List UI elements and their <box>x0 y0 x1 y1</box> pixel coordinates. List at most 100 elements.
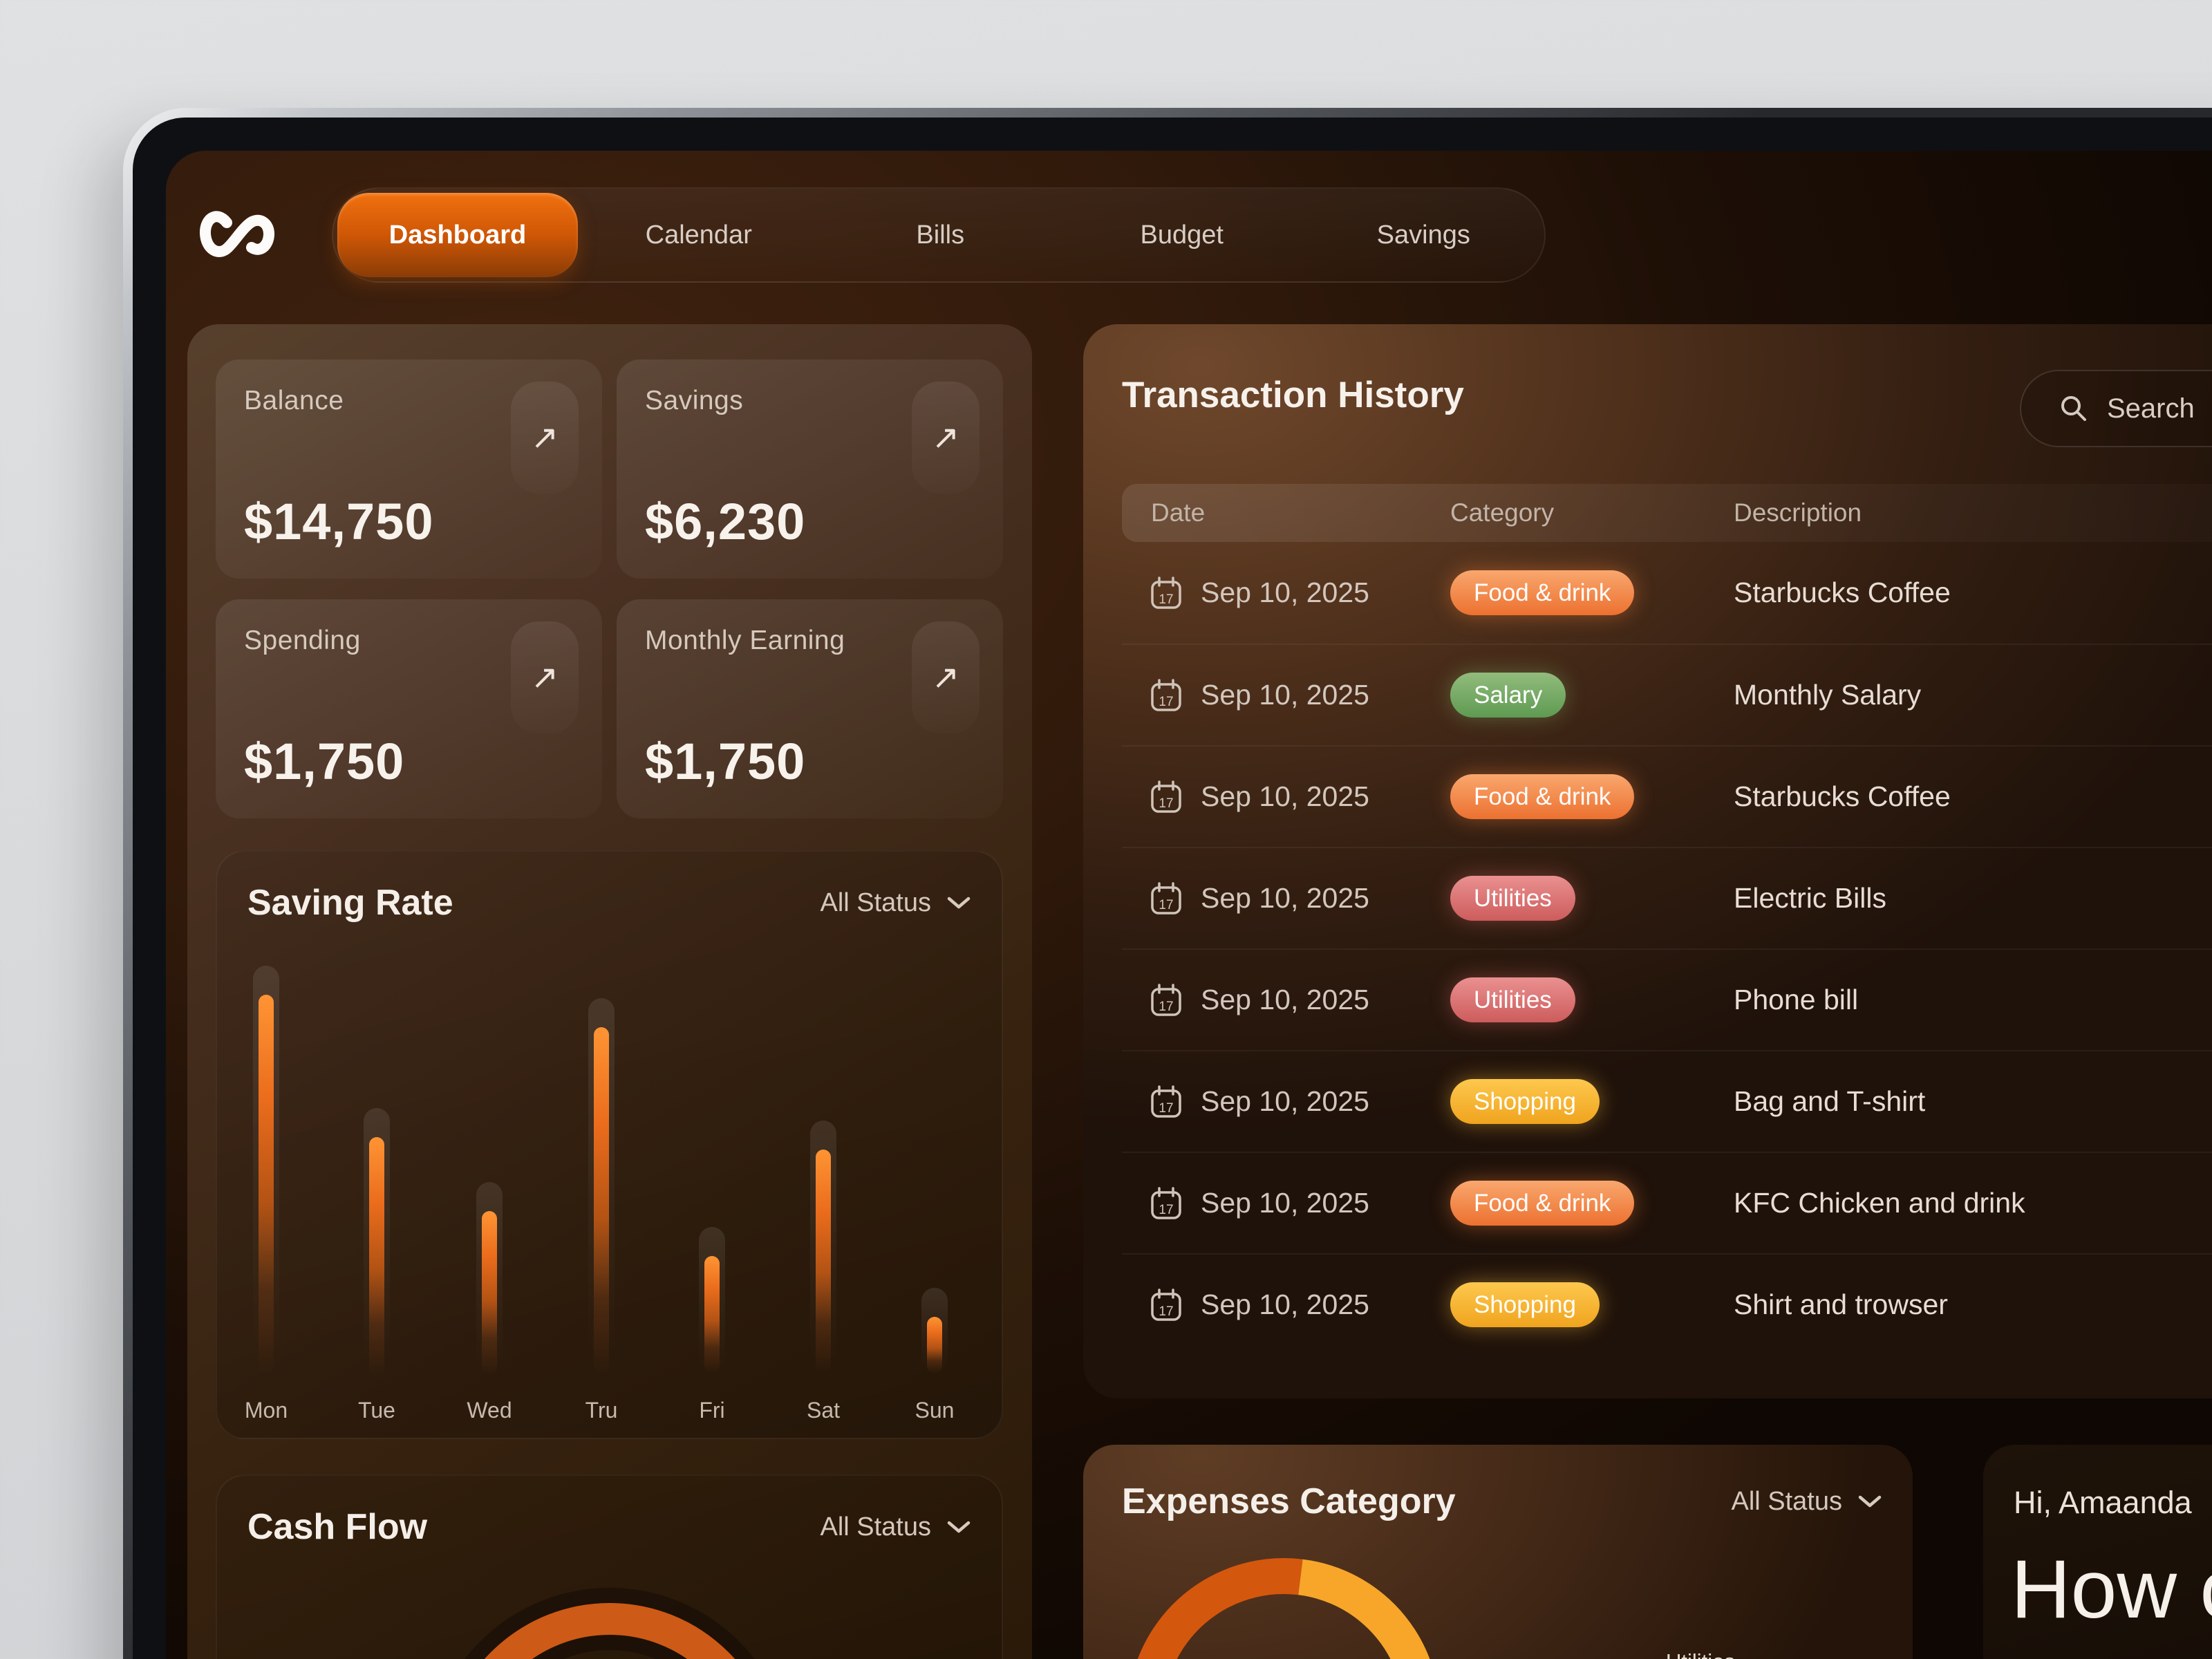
category-badge: Utilities <box>1450 875 1575 921</box>
date-cell: 17 Sep 10, 2025 <box>1150 881 1450 916</box>
stat-label: Spending <box>244 626 361 655</box>
transaction-description: KFC Chicken and drink <box>1734 1187 2025 1219</box>
assistant-card: Hi, Amaanda How ca <box>1983 1445 2212 1659</box>
arrow-up-right-icon: ↗ <box>931 659 960 696</box>
transaction-description: Starbucks Coffee <box>1734 780 1951 812</box>
stat-value: $1,750 <box>244 733 405 790</box>
category-badge: Food & drink <box>1450 570 1635 615</box>
svg-text:17: 17 <box>1159 1101 1173 1116</box>
table-row[interactable]: 17 Sep 10, 2025 Shopping Bag and T-shirt <box>1122 1050 2212 1152</box>
calendar-icon: 17 <box>1151 678 1181 711</box>
date-cell: 17 Sep 10, 2025 <box>1150 983 1450 1018</box>
transaction-date: Sep 10, 2025 <box>1201 780 1369 812</box>
transaction-history-panel: Transaction History Search Date Category… <box>1083 324 2212 1398</box>
calendar-icon: 17 <box>1151 881 1181 915</box>
transaction-description: Monthly Salary <box>1734 679 1922 711</box>
bar-track <box>588 998 615 1376</box>
overview-panel: Balance ↗ $14,750 Savings ↗ $6,230 Spend… <box>187 324 1032 1659</box>
tab-calendar[interactable]: Calendar <box>645 220 752 250</box>
bar-track <box>253 966 279 1374</box>
bar-fill <box>704 1256 720 1374</box>
arrow-up-right-icon: ↗ <box>931 420 960 456</box>
tab-savings[interactable]: Savings <box>1376 220 1470 250</box>
bar-track <box>699 1227 725 1374</box>
search-icon <box>2061 396 2086 421</box>
bar-day-label: Wed <box>467 1398 512 1423</box>
tab-budget[interactable]: Budget <box>1140 220 1224 250</box>
calendar-icon: 17 <box>1151 1186 1181 1219</box>
expand-button[interactable]: ↗ <box>912 621 980 733</box>
svg-text:17: 17 <box>1159 695 1173 709</box>
date-cell: 17 Sep 10, 2025 <box>1150 1085 1450 1119</box>
transaction-description: Electric Bills <box>1734 882 1886 914</box>
bar-day-label: Tru <box>585 1398 618 1423</box>
stat-label: Savings <box>645 386 744 415</box>
cash-flow-ring-chart <box>465 1588 755 1659</box>
transaction-history-title: Transaction History <box>1122 375 1464 415</box>
svg-text:17: 17 <box>1159 898 1173 912</box>
category-cell: Shopping <box>1450 1078 1734 1124</box>
stat-label: Balance <box>244 386 344 415</box>
bar-fill <box>259 995 274 1374</box>
category-badge: Salary <box>1450 672 1566 718</box>
date-cell: 17 Sep 10, 2025 <box>1150 576 1450 610</box>
transaction-date: Sep 10, 2025 <box>1201 1288 1369 1320</box>
category-cell: Food & drink <box>1450 570 1734 615</box>
bar-fill <box>369 1137 384 1376</box>
transaction-description: Starbucks Coffee <box>1734 577 1951 608</box>
saving-rate-bars: Mon Tue Wed Tru Fri Sat Sun <box>217 852 1002 1438</box>
category-cell: Food & drink <box>1450 774 1734 819</box>
transaction-description: Shirt and trowser <box>1734 1288 1948 1320</box>
bar-day-label: Sat <box>806 1398 841 1423</box>
table-body: 17 Sep 10, 2025 Food & drink Starbucks C… <box>1122 542 2212 1355</box>
category-badge: Utilities <box>1450 977 1575 1022</box>
expenses-donut-chart <box>1137 1558 1430 1659</box>
table-row[interactable]: 17 Sep 10, 2025 Food & drink Starbucks C… <box>1122 745 2212 847</box>
table-row[interactable]: 17 Sep 10, 2025 Salary Monthly Salary <box>1122 644 2212 745</box>
category-cell: Food & drink <box>1450 1180 1734 1226</box>
stat-value: $14,750 <box>244 493 434 550</box>
category-cell: Utilities <box>1450 875 1734 921</box>
bar-fill <box>594 1027 609 1376</box>
category-cell: Utilities <box>1450 977 1734 1022</box>
transaction-date: Sep 10, 2025 <box>1201 577 1369 608</box>
calendar-icon: 17 <box>1151 983 1181 1016</box>
all-status-dropdown[interactable]: All Status <box>1731 1487 1882 1517</box>
saving-rate-title: Saving Rate <box>247 883 453 923</box>
all-status-dropdown[interactable]: All Status <box>820 888 971 918</box>
calendar-icon: 17 <box>1151 1085 1181 1118</box>
table-row[interactable]: 17 Sep 10, 2025 Utilities Phone bill <box>1122 948 2212 1050</box>
expand-button[interactable]: ↗ <box>511 621 579 733</box>
filter-label: All Status <box>1731 1486 1842 1516</box>
assistant-greeting: Hi, Amaanda <box>2014 1485 2192 1520</box>
expand-button[interactable]: ↗ <box>511 382 579 494</box>
table-row[interactable]: 17 Sep 10, 2025 Utilities Electric Bills <box>1122 847 2212 948</box>
cash-flow-title: Cash Flow <box>247 1507 428 1547</box>
table-row[interactable]: 17 Sep 10, 2025 Food & drink Starbucks C… <box>1122 542 2212 644</box>
table-row[interactable]: 17 Sep 10, 2025 Shopping Shirt and trows… <box>1122 1253 2212 1355</box>
expenses-title: Expenses Category <box>1122 1481 1456 1521</box>
column-description: Description <box>1734 498 1862 527</box>
bar-fill <box>482 1211 497 1374</box>
all-status-dropdown[interactable]: All Status <box>820 1512 971 1542</box>
cash-flow-card: Cash Flow All Status <box>216 1474 1003 1659</box>
table-row[interactable]: 17 Sep 10, 2025 Food & drink KFC Chicken… <box>1122 1152 2212 1253</box>
infinity-logo[interactable] <box>196 195 278 267</box>
category-badge: Shopping <box>1450 1078 1600 1124</box>
chevron-down-icon <box>947 897 971 909</box>
tab-bills[interactable]: Bills <box>916 220 965 250</box>
stat-card-spending: Spending ↗ $1,750 <box>216 599 602 818</box>
arrow-up-right-icon: ↗ <box>530 420 559 456</box>
calendar-icon: 17 <box>1151 576 1181 609</box>
tab-dashboard[interactable]: Dashboard <box>337 193 578 277</box>
stat-card-balance: Balance ↗ $14,750 <box>216 359 602 579</box>
expand-button[interactable]: ↗ <box>912 382 980 494</box>
search-input[interactable]: Search <box>2020 370 2212 447</box>
category-cell: Shopping <box>1450 1282 1734 1327</box>
svg-text:17: 17 <box>1159 1000 1173 1014</box>
date-cell: 17 Sep 10, 2025 <box>1150 780 1450 814</box>
svg-text:17: 17 <box>1159 1304 1173 1319</box>
stat-label: Monthly Earning <box>645 626 845 655</box>
category-badge: Shopping <box>1450 1282 1600 1327</box>
